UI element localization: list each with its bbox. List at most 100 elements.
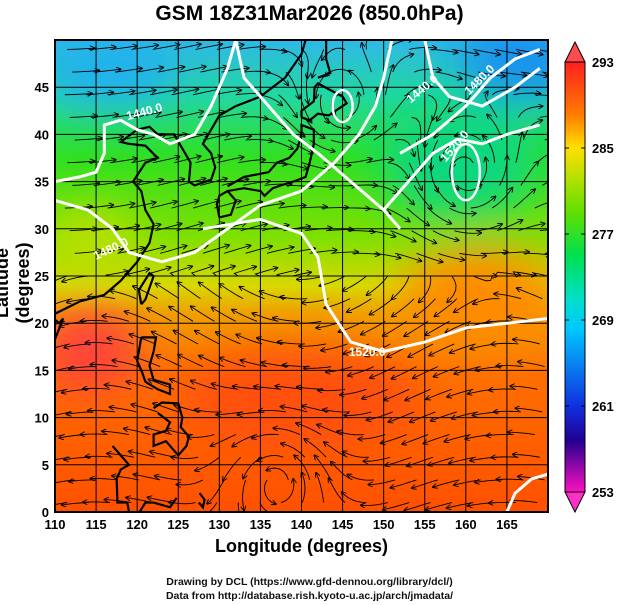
- streamline-arrow: [413, 185, 432, 208]
- streamline-arrow: [214, 90, 241, 96]
- streamline-arrow: [331, 252, 358, 253]
- streamline-arrow: [489, 389, 516, 390]
- streamline-arrow: [112, 476, 139, 481]
- streamline-arrow: [477, 158, 487, 186]
- streamline-arrow: [445, 320, 471, 332]
- streamline-arrow: [62, 275, 89, 282]
- streamline-arrow: [285, 71, 299, 99]
- streamline-arrow: [259, 502, 269, 512]
- streamline-arrow: [216, 332, 241, 345]
- streamline-arrow: [174, 44, 201, 50]
- streamline-arrow: [512, 271, 535, 276]
- streamline-arrow: [347, 231, 375, 232]
- streamline-arrow: [257, 94, 282, 106]
- streamline-arrow: [195, 331, 220, 345]
- streamline-arrow: [195, 44, 223, 50]
- streamline-arrow: [361, 502, 388, 506]
- streamline-arrow: [387, 162, 410, 179]
- streamline-arrow: [171, 457, 199, 459]
- streamline-arrow: [104, 500, 132, 504]
- streamline-arrow: [426, 502, 452, 510]
- streamline-arrow: [429, 343, 455, 356]
- streamline-arrow: [385, 207, 409, 221]
- streamline-arrow: [539, 229, 548, 232]
- streamline-arrow: [110, 407, 137, 413]
- streamline-arrow: [153, 403, 180, 413]
- streamline-arrow: [390, 479, 417, 488]
- streamline-arrow: [93, 69, 121, 73]
- streamline-arrow: [368, 479, 396, 485]
- streamline-arrow: [232, 310, 258, 322]
- streamline-arrow: [266, 247, 294, 254]
- streamline-arrow: [478, 71, 505, 76]
- streamline-arrow: [427, 94, 438, 120]
- low-pressure-contour: [450, 142, 482, 202]
- streamline-arrow: [107, 91, 135, 96]
- streamline-arrow: [85, 342, 113, 343]
- streamline-arrow: [147, 267, 171, 277]
- streamline-arrow: [518, 224, 544, 232]
- streamline-arrow: [365, 40, 368, 50]
- streamline-arrow: [542, 181, 548, 186]
- streamline-arrow: [102, 431, 130, 436]
- streamline-arrow: [392, 54, 414, 73]
- streamline-arrow: [90, 478, 118, 479]
- streamline-arrow: [416, 252, 443, 262]
- streamline-arrow: [170, 379, 196, 390]
- streamline-arrow: [405, 388, 431, 400]
- streamline-arrow: [434, 366, 460, 377]
- streamline-arrow: [307, 185, 334, 187]
- streamline-arrow: [385, 456, 412, 465]
- streamline-arrow: [102, 316, 130, 322]
- streamline-arrow: [176, 111, 204, 118]
- x-tick-label: 130: [208, 517, 230, 532]
- streamline-arrow: [240, 287, 265, 300]
- streamline-arrow: [513, 189, 535, 209]
- streamline-arrow: [138, 135, 166, 141]
- y-axis-label: Latitude (degrees): [0, 242, 33, 324]
- streamline-arrow: [220, 358, 246, 368]
- streamline-arrow: [381, 434, 407, 444]
- streamline-arrow: [314, 455, 332, 481]
- streamline-arrow: [296, 423, 322, 435]
- streamline-arrow: [105, 385, 132, 390]
- streamline-arrow: [88, 47, 116, 49]
- streamline-arrow: [410, 411, 436, 422]
- streamline-arrow: [192, 201, 219, 209]
- streamline-arrow: [395, 138, 414, 156]
- streamline-arrow: [219, 113, 246, 118]
- streamline-arrow: [266, 468, 289, 481]
- streamline-arrow: [456, 71, 483, 79]
- streamline-arrow: [187, 434, 215, 438]
- height-contour: [234, 40, 402, 230]
- streamline-arrow: [85, 456, 113, 457]
- streamline-arrow: [212, 307, 236, 322]
- y-tick-label: 5: [42, 458, 49, 473]
- streamline-arrow: [411, 116, 421, 142]
- x-tick-label: 125: [167, 517, 189, 532]
- streamline-arrow: [452, 156, 474, 167]
- streamline-arrow: [370, 298, 393, 315]
- x-tick-label: 110: [45, 517, 66, 532]
- streamline-arrow: [428, 456, 455, 465]
- x-tick-label: 115: [86, 517, 107, 532]
- streamline-arrow: [107, 203, 135, 209]
- colorbar-tick-label: 269: [592, 313, 614, 328]
- streamline-arrow: [517, 288, 543, 300]
- streamline-arrow: [323, 409, 350, 412]
- streamline-arrow: [406, 207, 429, 226]
- streamline-arrow: [425, 117, 434, 147]
- streamline-arrow: [454, 231, 481, 234]
- streamline-arrow: [126, 498, 153, 504]
- streamline-arrow: [406, 86, 432, 96]
- streamline-arrow: [176, 479, 204, 485]
- streamline-arrow: [347, 298, 372, 312]
- streamline-arrow: [390, 230, 415, 242]
- streamline-arrow: [72, 70, 99, 72]
- chart-title: GSM 18Z31Mar2026 (850.0hPa): [155, 2, 464, 25]
- streamline-arrow: [125, 269, 149, 277]
- streamline-arrow: [238, 47, 265, 50]
- streamline-arrow: [409, 48, 436, 50]
- streamline-arrow: [392, 298, 415, 317]
